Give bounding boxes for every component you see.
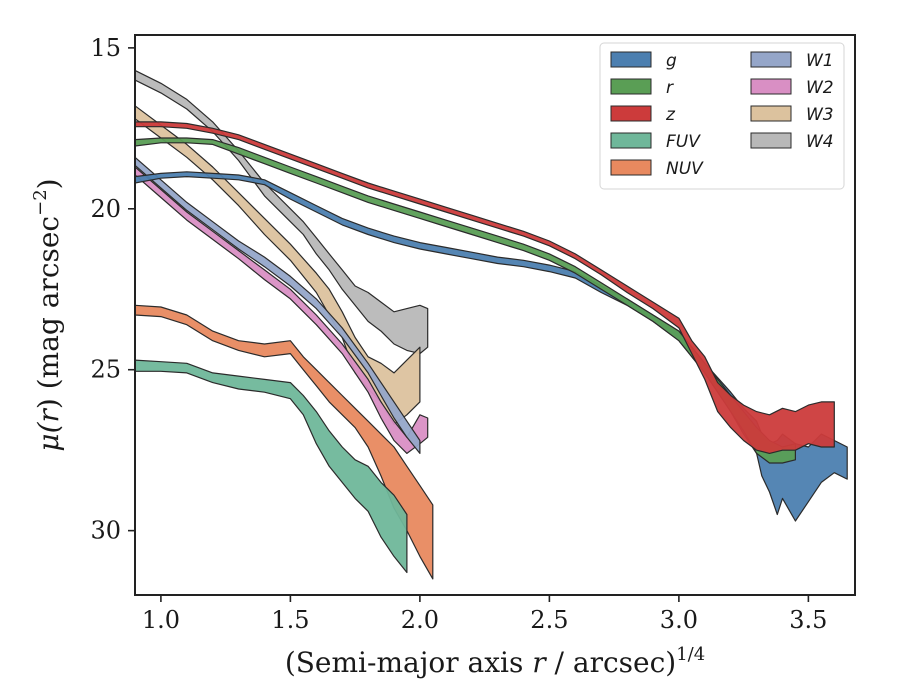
x-tick-label: 2.0 [401,606,439,634]
legend-swatch-z [610,105,652,122]
legend-swatch-r [610,78,652,95]
y-tick-label: 15 [90,34,121,62]
x-tick-label: 1.5 [271,606,309,634]
band-z [135,121,835,454]
legend-swatch-w4 [750,132,792,149]
legend-swatch-fuv [610,132,652,149]
legend-label-nuv: NUV [666,159,704,179]
x-axis-ticks: 1.0 1.5 2.0 2.5 3.0 3.5 [142,595,827,634]
legend-label-z: z [665,105,676,125]
y-tick-label: 20 [90,195,121,223]
legend-swatch-nuv [610,159,652,176]
band-w1 [135,156,421,454]
legend-label-w2: W2 [806,78,834,98]
profile-bands [135,69,848,580]
legend: grz FUV NUV W1 W2 W3 W4 [599,42,845,190]
x-tick-label: 2.5 [530,606,568,634]
band-fuv [135,359,408,574]
legend-swatch-w1 [750,51,792,68]
legend-label-g: g [666,51,677,71]
band-r [135,137,797,464]
x-tick-label: 3.0 [660,606,698,634]
legend-swatch-w2 [750,78,792,95]
x-axis-label: (Semi-major axis r / arcsec)1/4 [285,644,705,679]
y-axis-ticks: 15 20 25 30 [90,34,135,545]
x-tick-label: 1.0 [142,606,180,634]
plot-frame [134,34,856,596]
legend-label-r: r [666,78,674,98]
y-tick-label: 25 [90,356,121,384]
x-tick-label: 3.5 [789,606,827,634]
legend-swatch-g [610,51,652,68]
legend-label-w4: W4 [806,132,834,152]
legend-swatch-w3 [750,105,792,122]
legend-label-w3: W3 [806,105,834,125]
legend-label-w1: W1 [806,51,834,71]
band-nuv [135,304,434,580]
y-axis-label: μ(r) (mag arcsec−2) [30,178,65,451]
band-w2 [135,166,429,454]
band-w4 [135,69,429,355]
band-g [135,171,848,522]
legend-label-fuv: FUV [666,132,701,152]
y-tick-label: 30 [90,517,121,545]
